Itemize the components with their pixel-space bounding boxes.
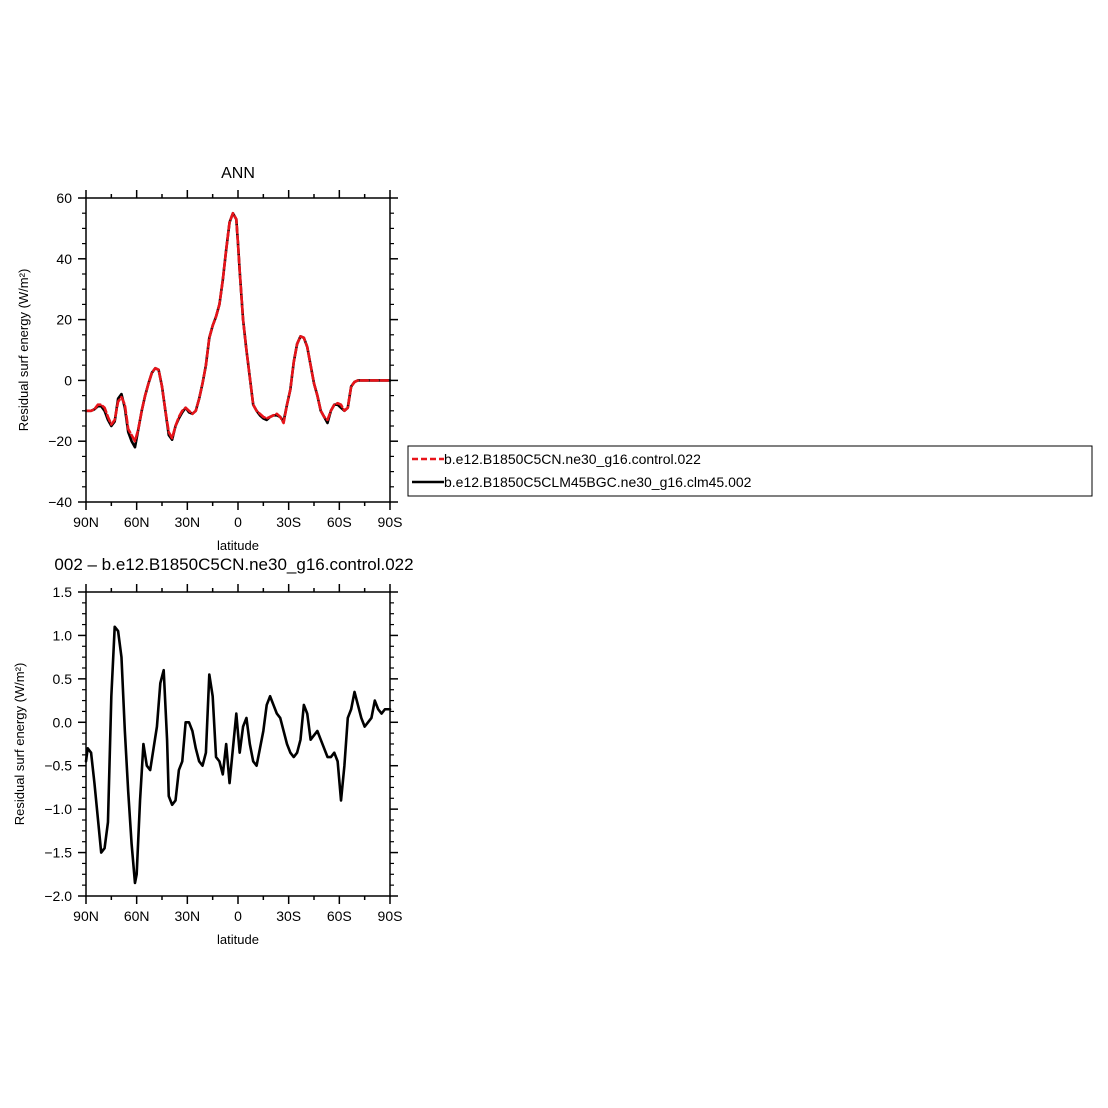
top-ytick-label: −40: [48, 494, 72, 510]
top-xtick-label: 30N: [174, 514, 200, 530]
top-xlabel: latitude: [217, 538, 259, 553]
bottom-xtick-label: 30S: [276, 908, 301, 924]
top-xtick-label: 30S: [276, 514, 301, 530]
top-xtick-label: 60S: [327, 514, 352, 530]
top-ylabel: Residual surf energy (W/m²): [16, 269, 31, 432]
bottom-xtick-label: 60S: [327, 908, 352, 924]
bottom-ylabel: Residual surf energy (W/m²): [12, 663, 27, 826]
bottom-ytick-label: −0.5: [44, 758, 72, 774]
bottom-ytick-label: −1.5: [44, 845, 72, 861]
top-ytick-label: 0: [64, 372, 72, 388]
top-xtick-label: 90S: [378, 514, 403, 530]
bottom-ytick-label: 0.5: [53, 671, 73, 687]
top-ytick-label: −20: [48, 433, 72, 449]
top-panel: ANN 90N 60N 30N 0 30S 60S 90S −40 −20 0 20 40 60 lat…: [16, 165, 402, 553]
bottom-xtick-label: 60N: [124, 908, 150, 924]
top-ytick-label: 20: [56, 312, 72, 328]
bottom-panel: 002 – b.e12.B1850C5CN.ne30_g16.control.0…: [12, 555, 414, 947]
top-ytick-label: 60: [56, 190, 72, 206]
bottom-xtick-label: 0: [234, 908, 242, 924]
top-ticks: 90N 60N 30N 0 30S 60S 90S −40 −20 0 20 40 60: [48, 190, 402, 530]
bottom-ytick-label: −1.0: [44, 801, 72, 817]
top-xtick-label: 0: [234, 514, 242, 530]
bottom-ticks: 90N 60N 30N 0 30S 60S 90S −2.0 −1.5 −1.0 −0.5 0.0 0.…: [44, 584, 402, 924]
top-plot-area: [84, 211, 392, 449]
legend-label-control: b.e12.B1850C5CN.ne30_g16.control.022: [444, 451, 701, 467]
top-xtick-label: 60N: [124, 514, 150, 530]
top-ytick-label: 40: [56, 251, 72, 267]
legend: b.e12.B1850C5CN.ne30_g16.control.022 b.e…: [407, 445, 1093, 497]
bottom-xlabel: latitude: [217, 932, 259, 947]
top-title: ANN: [221, 165, 255, 182]
bottom-xtick-label: 90N: [73, 908, 99, 924]
bottom-title: 002 – b.e12.B1850C5CN.ne30_g16.control.0…: [54, 555, 413, 574]
bottom-ytick-label: −2.0: [44, 888, 72, 904]
bottom-ytick-label: 1.5: [53, 584, 73, 600]
bottom-xtick-label: 90S: [378, 908, 403, 924]
legend-label-clm45: b.e12.B1850C5CLM45BGC.ne30_g16.clm45.002: [444, 474, 752, 490]
top-series-line-0: [84, 211, 392, 443]
legend-box: [407, 445, 1093, 497]
bottom-plot-area: [84, 625, 392, 885]
bottom-ytick-label: 1.0: [53, 627, 73, 643]
top-xtick-label: 90N: [73, 514, 99, 530]
bottom-xtick-label: 30N: [174, 908, 200, 924]
bottom-series-line-0: [84, 625, 392, 885]
bottom-ytick-label: 0.0: [53, 714, 73, 730]
